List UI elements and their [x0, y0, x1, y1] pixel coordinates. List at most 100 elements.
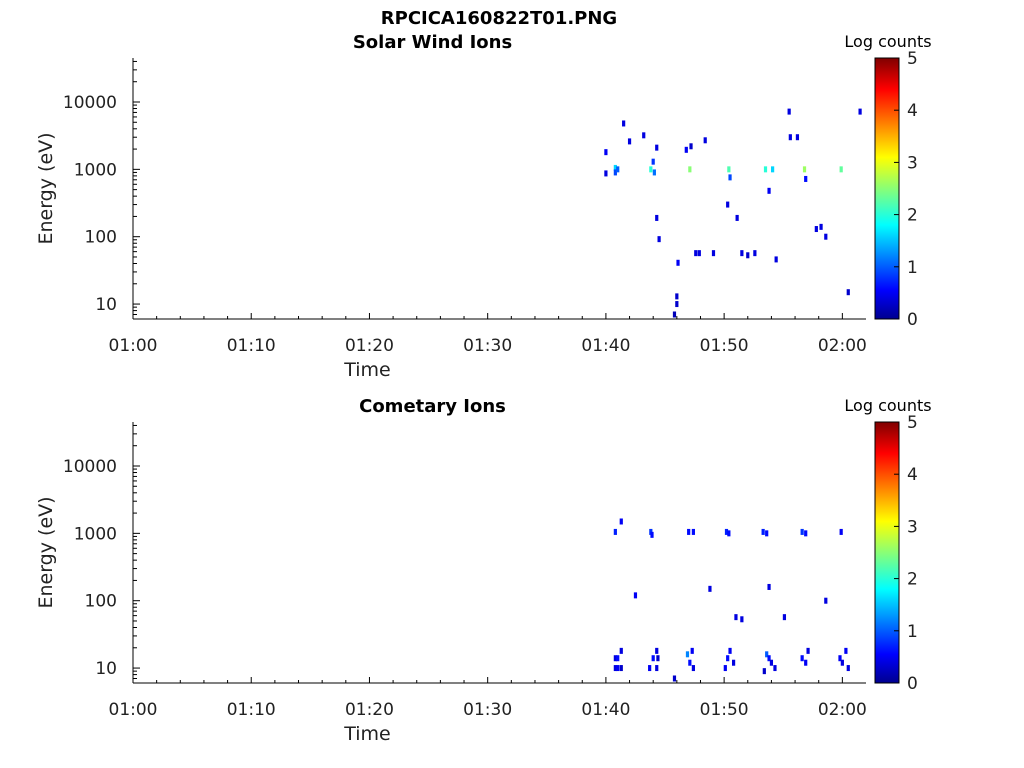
data-cell — [839, 528, 843, 535]
data-cell — [767, 187, 771, 194]
figure-title: RPCICA160822T01.PNG — [381, 8, 617, 29]
data-cell — [819, 223, 823, 230]
data-cell — [613, 169, 617, 176]
data-cell — [727, 166, 731, 173]
data-cell — [761, 528, 765, 535]
data-cell — [726, 655, 730, 662]
data-cell — [740, 616, 744, 623]
data-cell — [633, 592, 638, 599]
x-axis-label: Time — [343, 723, 391, 745]
data-cell — [735, 214, 739, 221]
y-tick-label: 10000 — [63, 457, 117, 477]
data-cell — [604, 170, 608, 177]
data-cell — [655, 144, 659, 151]
data-cell — [655, 214, 659, 221]
data-cell — [649, 166, 653, 173]
colorbar — [874, 421, 900, 684]
colorbar-tick-label: 1 — [907, 622, 918, 642]
colorbar-tick-label: 4 — [907, 465, 918, 485]
data-cell — [655, 647, 659, 654]
data-cell — [694, 250, 698, 257]
data-cell — [806, 647, 810, 654]
data-cell — [652, 169, 656, 176]
data-cell — [728, 647, 732, 654]
data-cell — [708, 585, 712, 592]
y-axis-label: Energy (eV) — [35, 496, 57, 608]
data-cell — [846, 665, 850, 672]
x-tick-label: 01:40 — [581, 336, 630, 356]
x-tick-label: 02:00 — [818, 336, 867, 356]
colorbar-tick-label: 5 — [907, 413, 918, 433]
data-cell — [642, 132, 646, 139]
x-tick-label: 01:50 — [700, 336, 749, 356]
colorbar-tick-label: 1 — [907, 258, 918, 278]
data-cell — [804, 530, 808, 537]
data-cell — [773, 665, 777, 672]
data-cell — [728, 174, 732, 181]
data-cell — [787, 108, 791, 115]
x-tick-label: 01:20 — [345, 700, 394, 720]
data-cell — [672, 311, 677, 318]
data-cell — [655, 665, 659, 672]
data-cell — [703, 137, 707, 144]
colorbar-tick-label: 3 — [907, 517, 918, 537]
data-cell — [648, 665, 652, 672]
colorbar-tick-label: 2 — [907, 206, 918, 226]
data-cell — [765, 651, 769, 658]
data-cell — [782, 614, 787, 621]
data-cell — [802, 166, 807, 173]
data-cell — [767, 655, 771, 662]
x-tick-label: 01:30 — [463, 700, 512, 720]
x-tick-label: 01:20 — [345, 336, 394, 356]
data-cell — [804, 175, 808, 182]
x-tick-label: 01:30 — [463, 336, 512, 356]
data-cell — [619, 665, 623, 672]
data-cell — [622, 120, 626, 127]
data-cell — [838, 655, 842, 662]
data-cell — [711, 250, 716, 257]
data-cell — [689, 143, 693, 150]
data-cell — [691, 665, 695, 672]
data-cell — [800, 655, 804, 662]
data-cell — [769, 659, 774, 666]
data-cell — [675, 293, 679, 300]
data-cell — [839, 166, 843, 173]
data-cell — [727, 530, 731, 537]
colorbar-label: Log counts — [844, 396, 931, 415]
data-cell — [767, 583, 771, 590]
data-cell — [800, 528, 804, 535]
data-cell — [724, 528, 729, 535]
colorbar — [874, 57, 900, 320]
data-cell — [731, 659, 736, 666]
y-tick-label: 100 — [85, 592, 117, 612]
x-axis-label: Time — [343, 359, 391, 381]
data-cell — [726, 201, 730, 208]
data-cell — [804, 659, 808, 666]
colorbar-tick-label: 5 — [907, 49, 918, 69]
data-cell — [771, 166, 775, 173]
data-cell — [858, 108, 862, 115]
data-cell — [675, 301, 679, 308]
data-cell — [690, 647, 694, 654]
data-cell — [746, 252, 750, 259]
data-cell — [795, 134, 800, 141]
x-tick-label: 02:00 — [818, 700, 867, 720]
colorbar-label: Log counts — [844, 32, 931, 51]
y-tick-label: 10 — [95, 295, 117, 315]
data-cell — [844, 647, 848, 654]
data-cell — [788, 134, 792, 141]
data-cell — [824, 597, 828, 604]
data-cell — [651, 655, 655, 662]
data-cell — [656, 655, 660, 662]
data-cell — [627, 138, 632, 145]
data-cell — [824, 233, 828, 240]
y-tick-label: 10 — [95, 659, 117, 679]
x-tick-label: 01:10 — [227, 700, 276, 720]
data-cell — [613, 164, 617, 171]
data-cell — [723, 665, 727, 672]
data-cell — [753, 250, 757, 257]
data-cell — [688, 659, 692, 666]
data-cell — [619, 518, 623, 525]
